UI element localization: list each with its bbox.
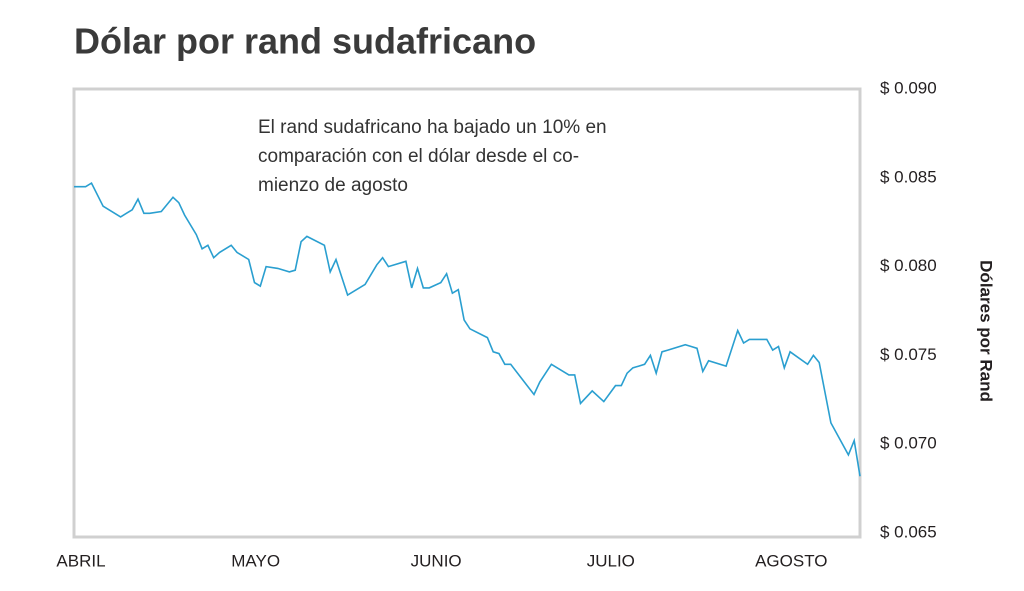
x-tick-label: AGOSTO [755, 551, 827, 570]
y-axis-label: Dólares por Rand [977, 260, 996, 402]
y-tick-label: $ 0.075 [880, 345, 937, 364]
y-tick-label: $ 0.070 [880, 434, 937, 453]
chart-title: Dólar por rand sudafricano [74, 21, 536, 62]
y-tick-label: $ 0.065 [880, 522, 937, 541]
line-series [74, 181, 861, 477]
x-tick-label: MAYO [231, 551, 280, 570]
annotation: El rand sudafricano ha bajado un 10% en [258, 117, 607, 138]
x-tick-label: JUNIO [411, 551, 462, 570]
plot-frame [72, 87, 862, 539]
annotation: mienzo de agosto [258, 175, 408, 196]
annotation: comparación con el dólar desde el co- [258, 146, 579, 167]
x-tick-label: ABRIL [56, 551, 105, 570]
y-tick-label: $ 0.080 [880, 256, 937, 275]
y-tick-label: $ 0.090 [880, 78, 937, 97]
x-tick-label: JULIO [587, 551, 635, 570]
y-tick-label: $ 0.085 [880, 167, 937, 186]
